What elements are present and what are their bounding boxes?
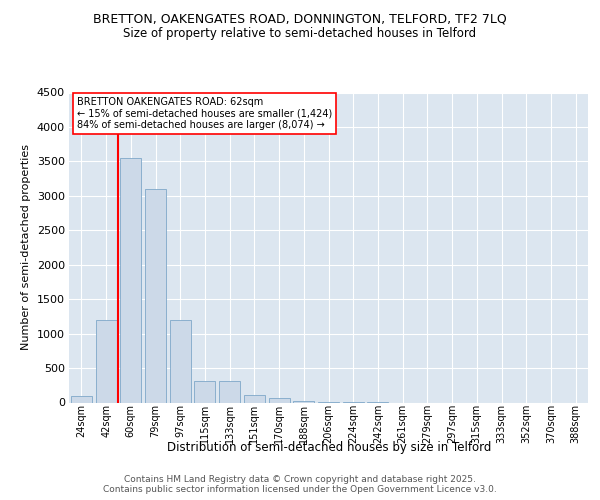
Bar: [170, 320, 191, 402]
Bar: [293, 401, 314, 402]
Y-axis label: Number of semi-detached properties: Number of semi-detached properties: [21, 144, 31, 350]
Bar: [194, 381, 215, 402]
Text: Contains HM Land Registry data © Crown copyright and database right 2025.: Contains HM Land Registry data © Crown c…: [124, 475, 476, 484]
Bar: [269, 398, 290, 402]
Text: BRETTON, OAKENGATES ROAD, DONNINGTON, TELFORD, TF2 7LQ: BRETTON, OAKENGATES ROAD, DONNINGTON, TE…: [93, 12, 507, 26]
Bar: [71, 396, 92, 402]
Bar: [219, 381, 240, 402]
Bar: [95, 320, 116, 402]
Text: Distribution of semi-detached houses by size in Telford: Distribution of semi-detached houses by …: [167, 441, 491, 454]
Bar: [120, 158, 141, 402]
Text: BRETTON OAKENGATES ROAD: 62sqm
← 15% of semi-detached houses are smaller (1,424): BRETTON OAKENGATES ROAD: 62sqm ← 15% of …: [77, 97, 332, 130]
Bar: [145, 189, 166, 402]
Bar: [244, 395, 265, 402]
Text: Size of property relative to semi-detached houses in Telford: Size of property relative to semi-detach…: [124, 28, 476, 40]
Text: Contains public sector information licensed under the Open Government Licence v3: Contains public sector information licen…: [103, 485, 497, 494]
